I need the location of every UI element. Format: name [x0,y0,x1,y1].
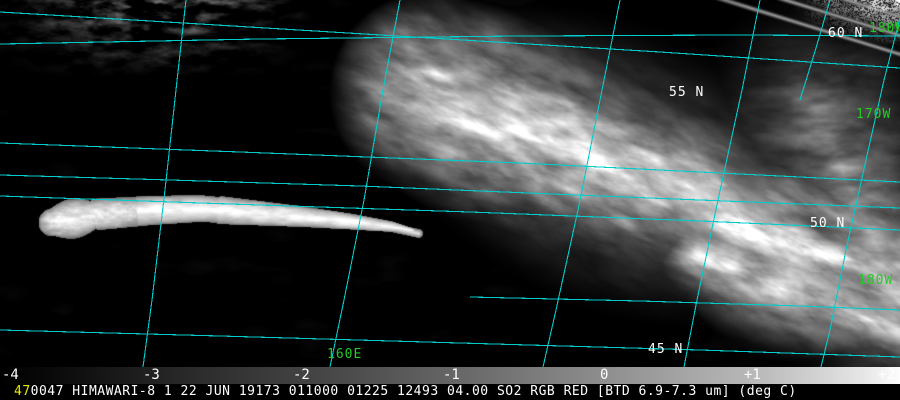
colorbar-tick--3: -3 [143,367,160,383]
satellite-image-panel[interactable]: 60 N 55 N 50 N 45 N 180W 170W 180W 160E [0,0,900,367]
latitude-label-60n: 60 N [828,26,864,41]
longitude-label-180w-top: 180W [869,21,900,36]
colorbar-tick--2: -2 [293,367,310,383]
colorbar-tick--1: -1 [443,367,460,383]
colorbar-tick-+2: +2 [878,367,895,383]
colorbar-gradient [0,367,900,384]
colorbar-tick-0: 0 [600,367,609,383]
latitude-label-45n: 45 N [648,342,684,357]
latitude-label-50n: 50 N [810,216,846,231]
status-bar: 470047 HIMAWARI-8 1 22 JUN 19173 011000 … [0,384,900,400]
satellite-image-canvas[interactable] [0,0,900,367]
longitude-label-160e: 160E [327,347,363,362]
longitude-label-180w-right: 180W [858,273,894,288]
image-metadata-text: 0047 HIMAWARI-8 1 22 JUN 19173 011000 01… [30,384,797,399]
colorbar-tick--4: -4 [2,367,19,383]
frame-number: 47 [14,384,31,399]
longitude-label-170w: 170W [856,107,892,122]
colorbar[interactable]: -4 -3 -2 -1 0 +1 +2 [0,367,900,384]
latitude-label-55n: 55 N [669,85,705,100]
colorbar-tick-+1: +1 [744,367,761,383]
